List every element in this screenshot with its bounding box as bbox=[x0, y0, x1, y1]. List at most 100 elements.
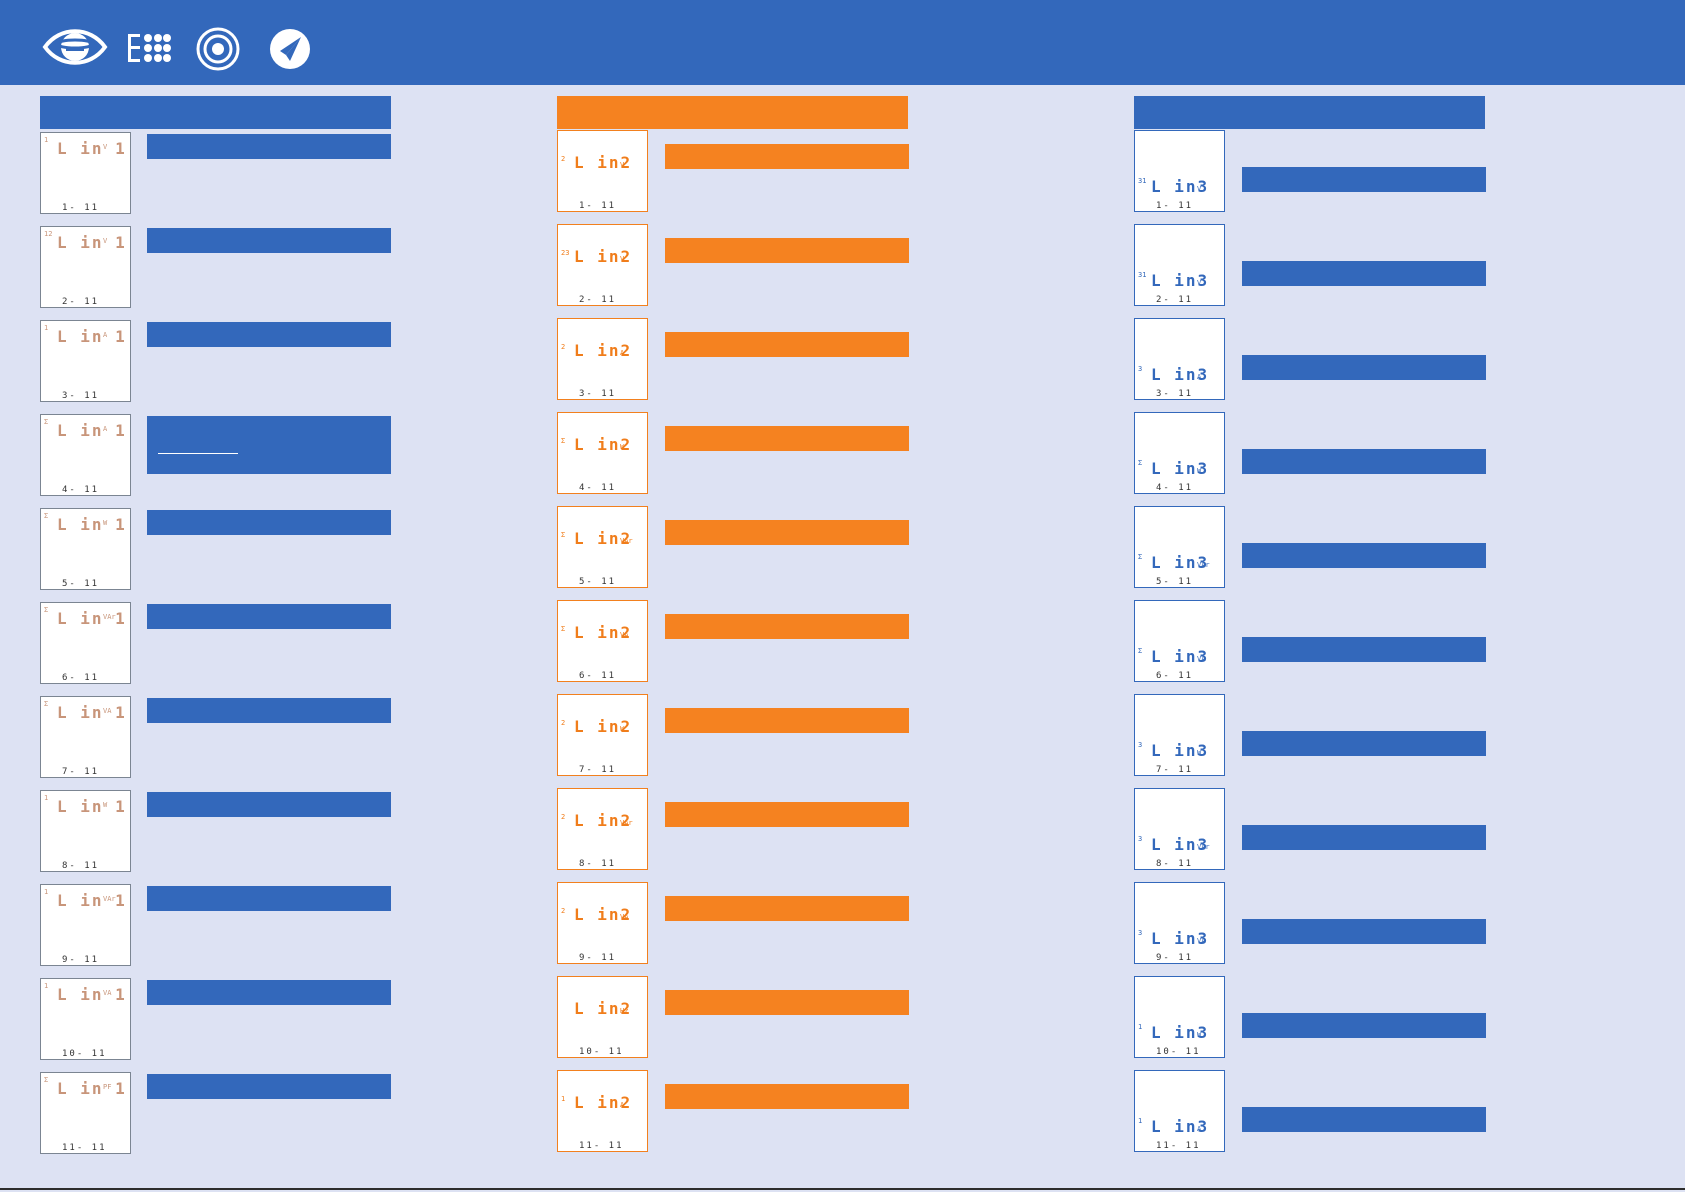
lcd-phase-index: 3 bbox=[1138, 741, 1143, 749]
target-icon[interactable] bbox=[196, 27, 240, 71]
lcd-phase-index: Σ bbox=[1138, 647, 1143, 655]
description-bar bbox=[665, 614, 909, 639]
lcd-phase-index: 2 bbox=[561, 343, 566, 351]
lcd-phase-index: Σ bbox=[44, 418, 49, 426]
lcd-step-counter: 6- 11 bbox=[62, 673, 100, 683]
lcd-label: L in2 bbox=[574, 341, 633, 360]
lcd-label: L in3 bbox=[1151, 365, 1210, 384]
lcd-display[interactable]: Σ L in 1 PF 11- 11 bbox=[40, 1072, 131, 1154]
lcd-display[interactable]: 1 L in3 A 11- 11 bbox=[1134, 1070, 1225, 1152]
lcd-step-counter: 3- 11 bbox=[579, 389, 617, 399]
lcd-display[interactable]: 3 L in3 VAr 8- 11 bbox=[1134, 788, 1225, 870]
lcd-label: L in 1 bbox=[57, 139, 127, 158]
lcd-label: L in2 bbox=[574, 623, 633, 642]
lcd-display[interactable]: Σ L in2 VA 6- 11 bbox=[557, 600, 648, 682]
line-3-header bbox=[1134, 96, 1485, 129]
navigation-arrow-icon[interactable] bbox=[268, 27, 312, 71]
lcd-display[interactable]: Σ L in3 W 4- 11 bbox=[1134, 412, 1225, 494]
line-2-screen-row: Σ L in2 W 4- 11 bbox=[557, 412, 957, 498]
lcd-label: L in2 bbox=[574, 905, 633, 924]
lcd-display[interactable]: 31 L in3 V 2- 11 bbox=[1134, 224, 1225, 306]
description-bar bbox=[665, 144, 909, 169]
lcd-unit: V bbox=[1197, 185, 1202, 193]
lcd-display[interactable]: Σ L in3 VAr 5- 11 bbox=[1134, 506, 1225, 588]
lcd-phase-index: Σ bbox=[561, 437, 566, 445]
lcd-display[interactable]: 1 L in 1 V 1- 11 bbox=[40, 132, 131, 214]
lcd-display[interactable]: 3 L in3 W 7- 11 bbox=[1134, 694, 1225, 776]
lcd-phase-index: 1 bbox=[1138, 1023, 1143, 1031]
lcd-unit: VAr bbox=[103, 613, 116, 621]
lcd-display[interactable]: 2 L in2 V 1- 11 bbox=[557, 130, 648, 212]
lcd-label: L in 1 bbox=[57, 703, 127, 722]
lcd-step-counter: 7- 11 bbox=[579, 765, 617, 775]
lcd-phase-index: 1 bbox=[44, 136, 49, 144]
description-bar bbox=[665, 990, 909, 1015]
lcd-label: L in3 bbox=[1151, 271, 1210, 290]
lcd-display[interactable]: 3 L in3 VA 9- 11 bbox=[1134, 882, 1225, 964]
grid-settings-icon[interactable] bbox=[126, 32, 172, 64]
lcd-step-counter: 8- 11 bbox=[579, 859, 617, 869]
lcd-phase-index: 23 bbox=[561, 249, 570, 257]
lcd-step-counter: 8- 11 bbox=[1156, 859, 1194, 869]
lcd-phase-index: 3 bbox=[1138, 365, 1143, 373]
lcd-display[interactable]: 1 L in 1 W 8- 11 bbox=[40, 790, 131, 872]
top-toolbar bbox=[0, 0, 1685, 85]
eye-icon[interactable] bbox=[42, 24, 108, 70]
lcd-display[interactable]: 1 L in 1 VAr 9- 11 bbox=[40, 884, 131, 966]
lcd-phase-index: Σ bbox=[1138, 459, 1143, 467]
lcd-display[interactable]: 31 L in3 V 1- 11 bbox=[1134, 130, 1225, 212]
description-bar bbox=[147, 698, 391, 723]
lcd-phase-index: 1 bbox=[561, 1095, 566, 1103]
lcd-display[interactable]: 2 L in2 W 7- 11 bbox=[557, 694, 648, 776]
line-3-screen-row: 3 L in3 A 3- 11 bbox=[1134, 318, 1534, 404]
lcd-step-counter: 11- 11 bbox=[579, 1141, 624, 1151]
lcd-unit: VAr bbox=[620, 819, 633, 827]
lcd-step-counter: 9- 11 bbox=[579, 953, 617, 963]
line-1-screen-row: 12 L in 1 V 2- 11 bbox=[40, 226, 440, 312]
lcd-phase-index: Σ bbox=[44, 1076, 49, 1084]
description-bar bbox=[147, 134, 391, 159]
lcd-unit: PF bbox=[103, 1083, 112, 1091]
lcd-phase-index: 1 bbox=[44, 888, 49, 896]
lcd-phase-index: Σ bbox=[44, 512, 49, 520]
description-bar bbox=[147, 416, 391, 474]
description-bar bbox=[665, 238, 909, 263]
lcd-display[interactable]: Σ L in2 VAr 5- 11 bbox=[557, 506, 648, 588]
line-1-screen-row: Σ L in 1 W 5- 11 bbox=[40, 508, 440, 594]
lcd-display[interactable]: 2 L in2 VA 9- 11 bbox=[557, 882, 648, 964]
lcd-unit: W bbox=[620, 443, 625, 451]
lcd-step-counter: 3- 11 bbox=[62, 391, 100, 401]
lcd-display[interactable]: 2 L in2 A 3- 11 bbox=[557, 318, 648, 400]
lcd-display[interactable]: 1 L in 1 A 3- 11 bbox=[40, 320, 131, 402]
lcd-step-counter: 9- 11 bbox=[62, 955, 100, 965]
description-bar bbox=[665, 802, 909, 827]
lcd-display[interactable]: Σ L in 1 VAr 6- 11 bbox=[40, 602, 131, 684]
lcd-display[interactable]: Σ L in2 W 4- 11 bbox=[557, 412, 648, 494]
lcd-display[interactable]: 3 L in3 A 3- 11 bbox=[1134, 318, 1225, 400]
line-2-screen-row: Σ L in2 VAr 5- 11 bbox=[557, 506, 957, 592]
description-bar bbox=[1242, 1107, 1486, 1132]
lcd-display[interactable]: 1 L in 1 VA 10- 11 bbox=[40, 978, 131, 1060]
description-bar bbox=[665, 332, 909, 357]
lcd-label: L in 1 bbox=[57, 797, 127, 816]
lcd-display[interactable]: 2 L in2 VAr 8- 11 bbox=[557, 788, 648, 870]
lcd-unit: VAr bbox=[103, 895, 116, 903]
lcd-step-counter: 5- 11 bbox=[1156, 577, 1194, 587]
lcd-display[interactable]: Σ L in 1 W 5- 11 bbox=[40, 508, 131, 590]
lcd-display[interactable]: 12 L in 1 V 2- 11 bbox=[40, 226, 131, 308]
lcd-label: L in2 bbox=[574, 811, 633, 830]
lcd-display[interactable]: 23 L in2 V 2- 11 bbox=[557, 224, 648, 306]
lcd-display[interactable]: Σ L in3 VA 6- 11 bbox=[1134, 600, 1225, 682]
lcd-phase-index: Σ bbox=[561, 531, 566, 539]
lcd-display[interactable]: 1 L in3 W 10- 11 bbox=[1134, 976, 1225, 1058]
lcd-phase-index: Σ bbox=[1138, 553, 1143, 561]
lcd-display[interactable]: 1 L in2 A 11- 11 bbox=[557, 1070, 648, 1152]
lcd-step-counter: 6- 11 bbox=[1156, 671, 1194, 681]
lcd-label: L in2 bbox=[574, 435, 633, 454]
lcd-display[interactable]: L in2 Hz 10- 11 bbox=[557, 976, 648, 1058]
lcd-unit: V bbox=[1197, 279, 1202, 287]
lcd-unit: A bbox=[1197, 1125, 1202, 1133]
line-2-screen-row: 2 L in2 A 3- 11 bbox=[557, 318, 957, 404]
lcd-display[interactable]: Σ L in 1 A 4- 11 bbox=[40, 414, 131, 496]
lcd-display[interactable]: Σ L in 1 VA 7- 11 bbox=[40, 696, 131, 778]
